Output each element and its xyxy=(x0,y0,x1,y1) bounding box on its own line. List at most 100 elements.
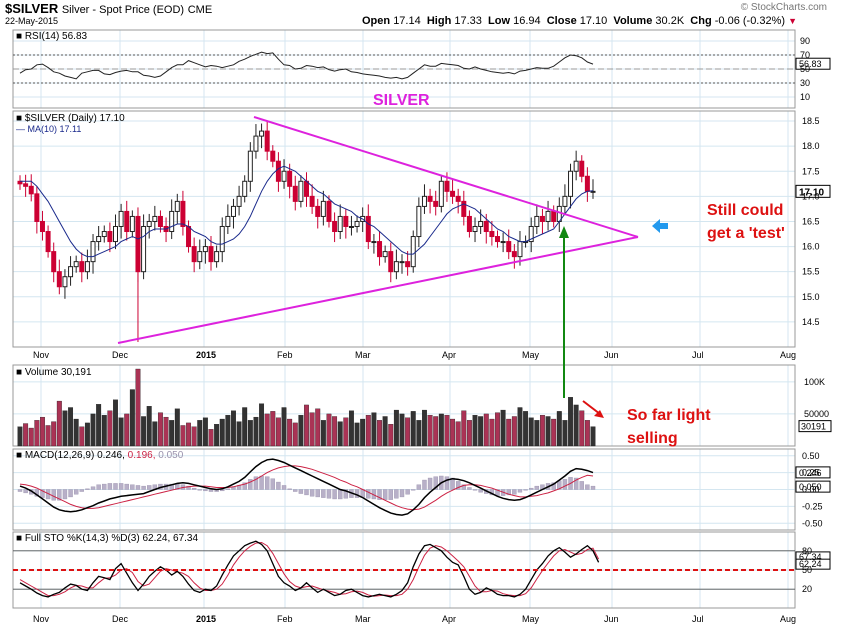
candle-body xyxy=(444,180,450,192)
candle-body xyxy=(450,190,456,197)
candle-body xyxy=(157,215,163,227)
macd-histogram-bar xyxy=(259,475,264,490)
candle-body xyxy=(472,225,478,233)
volume-bar xyxy=(163,416,169,447)
volume-bar xyxy=(568,397,573,447)
candle-body xyxy=(584,175,590,192)
volume-bar xyxy=(523,411,529,447)
macd-line xyxy=(19,458,594,516)
x-tick-label: May xyxy=(522,614,540,624)
rsi-legend: ■ RSI(14) 56.83 xyxy=(16,31,88,42)
down-triangle-icon: ▼ xyxy=(788,16,798,26)
price-tick-label: 14.5 xyxy=(802,317,820,327)
volume-bar xyxy=(45,425,51,447)
candle-body xyxy=(315,205,321,217)
candle-body xyxy=(500,241,506,244)
volume-bar xyxy=(51,421,57,447)
sto-d-current-label: 67.34 xyxy=(799,552,822,562)
candle-body xyxy=(332,220,338,233)
panel-frames xyxy=(12,29,796,609)
volume-bar xyxy=(157,412,163,447)
rsi-current-label: 56.83 xyxy=(799,59,822,69)
volume-bar xyxy=(399,413,405,447)
macd-histogram-bar xyxy=(388,489,393,500)
candle-body xyxy=(124,210,130,233)
candle-body xyxy=(517,241,523,258)
candle-body xyxy=(219,225,225,253)
volume-tick-label: 50000 xyxy=(804,409,829,419)
macd-histogram-bar xyxy=(191,487,197,490)
macd-histogram-bar xyxy=(107,483,113,490)
symbol-description: Silver - Spot Price (EOD) xyxy=(61,4,185,16)
volume-bar xyxy=(146,406,152,447)
price-panel xyxy=(17,120,831,342)
volume-bar xyxy=(500,409,506,447)
volume-label: Volume xyxy=(613,15,653,27)
volume-bar xyxy=(231,410,236,447)
red-arrow-head xyxy=(594,410,604,418)
price-tick-label: 18.5 xyxy=(802,116,820,126)
volume-bar xyxy=(326,413,332,447)
candle-body xyxy=(309,195,315,207)
sto-d-line xyxy=(19,541,600,597)
candle-body xyxy=(410,236,416,268)
volume-bar xyxy=(455,421,461,447)
brand-watermark: © StockCharts.com xyxy=(740,2,827,13)
volume-bar xyxy=(562,420,568,447)
candle-body xyxy=(101,231,107,238)
volume-bar xyxy=(40,416,45,447)
candle-body xyxy=(90,241,96,263)
volume-bar xyxy=(62,410,68,447)
candle-body xyxy=(208,246,214,263)
candle-body xyxy=(466,215,472,233)
candle-body xyxy=(275,160,281,182)
high-label: High xyxy=(426,15,452,27)
macd-panel xyxy=(17,458,831,516)
x-tick-label: 2015 xyxy=(196,614,216,624)
volume-bar xyxy=(388,424,394,447)
ohlc-summary: Open 17.14 High 17.33 Low 16.94 Close 17… xyxy=(362,15,797,27)
volume-bar xyxy=(247,420,253,447)
price-legend: ■ $SILVER (Daily) 17.10 xyxy=(16,113,125,124)
macd-histogram-bar xyxy=(377,489,382,500)
candle-body xyxy=(489,231,495,238)
volume-bar xyxy=(264,413,270,447)
macd-value: 0.246, xyxy=(97,450,128,461)
candle-body xyxy=(343,215,349,227)
x-tick-label: Feb xyxy=(277,614,293,624)
annotation-layer xyxy=(13,116,795,571)
macd-histogram-bar xyxy=(264,476,270,490)
volume-bar xyxy=(590,426,596,447)
close-value: 17.10 xyxy=(579,15,608,27)
candle-body xyxy=(539,215,545,222)
volume-bar xyxy=(152,421,158,447)
sto-legend: ■ Full STO %K(14,3) %D(3) 62.24, 67.34 xyxy=(16,533,198,544)
x-tick-label: Dec xyxy=(112,614,129,624)
chart-header: $SILVER Silver - Spot Price (EOD) CME 22… xyxy=(0,0,841,28)
macd-histogram-bar xyxy=(253,476,259,490)
price-tick-label: 17.0 xyxy=(802,191,820,201)
macd-current-box xyxy=(795,466,831,479)
x-tick-label: Aug xyxy=(780,350,796,360)
macd-histogram-bar xyxy=(517,489,523,493)
rsi-tick-label: 50 xyxy=(800,64,810,74)
candle-body xyxy=(287,170,293,187)
exchange: CME xyxy=(187,4,213,16)
candle-body xyxy=(478,220,484,227)
volume-bar xyxy=(506,418,512,447)
macd-current-label: 0.246 xyxy=(799,468,822,478)
candle-body xyxy=(348,225,354,228)
volume-bar xyxy=(101,415,107,447)
volume-bar xyxy=(169,420,175,447)
candle-body xyxy=(113,225,118,243)
candle-body xyxy=(551,210,557,222)
candle-body xyxy=(534,215,540,227)
volume-bar xyxy=(304,404,309,447)
x-tick-label: Apr xyxy=(442,350,456,360)
macd-histogram-bar xyxy=(79,489,84,492)
macd-histogram-bar xyxy=(321,489,326,498)
volume-bar xyxy=(96,404,102,447)
volume-bar xyxy=(511,416,517,447)
x-tick-label: Nov xyxy=(33,614,50,624)
